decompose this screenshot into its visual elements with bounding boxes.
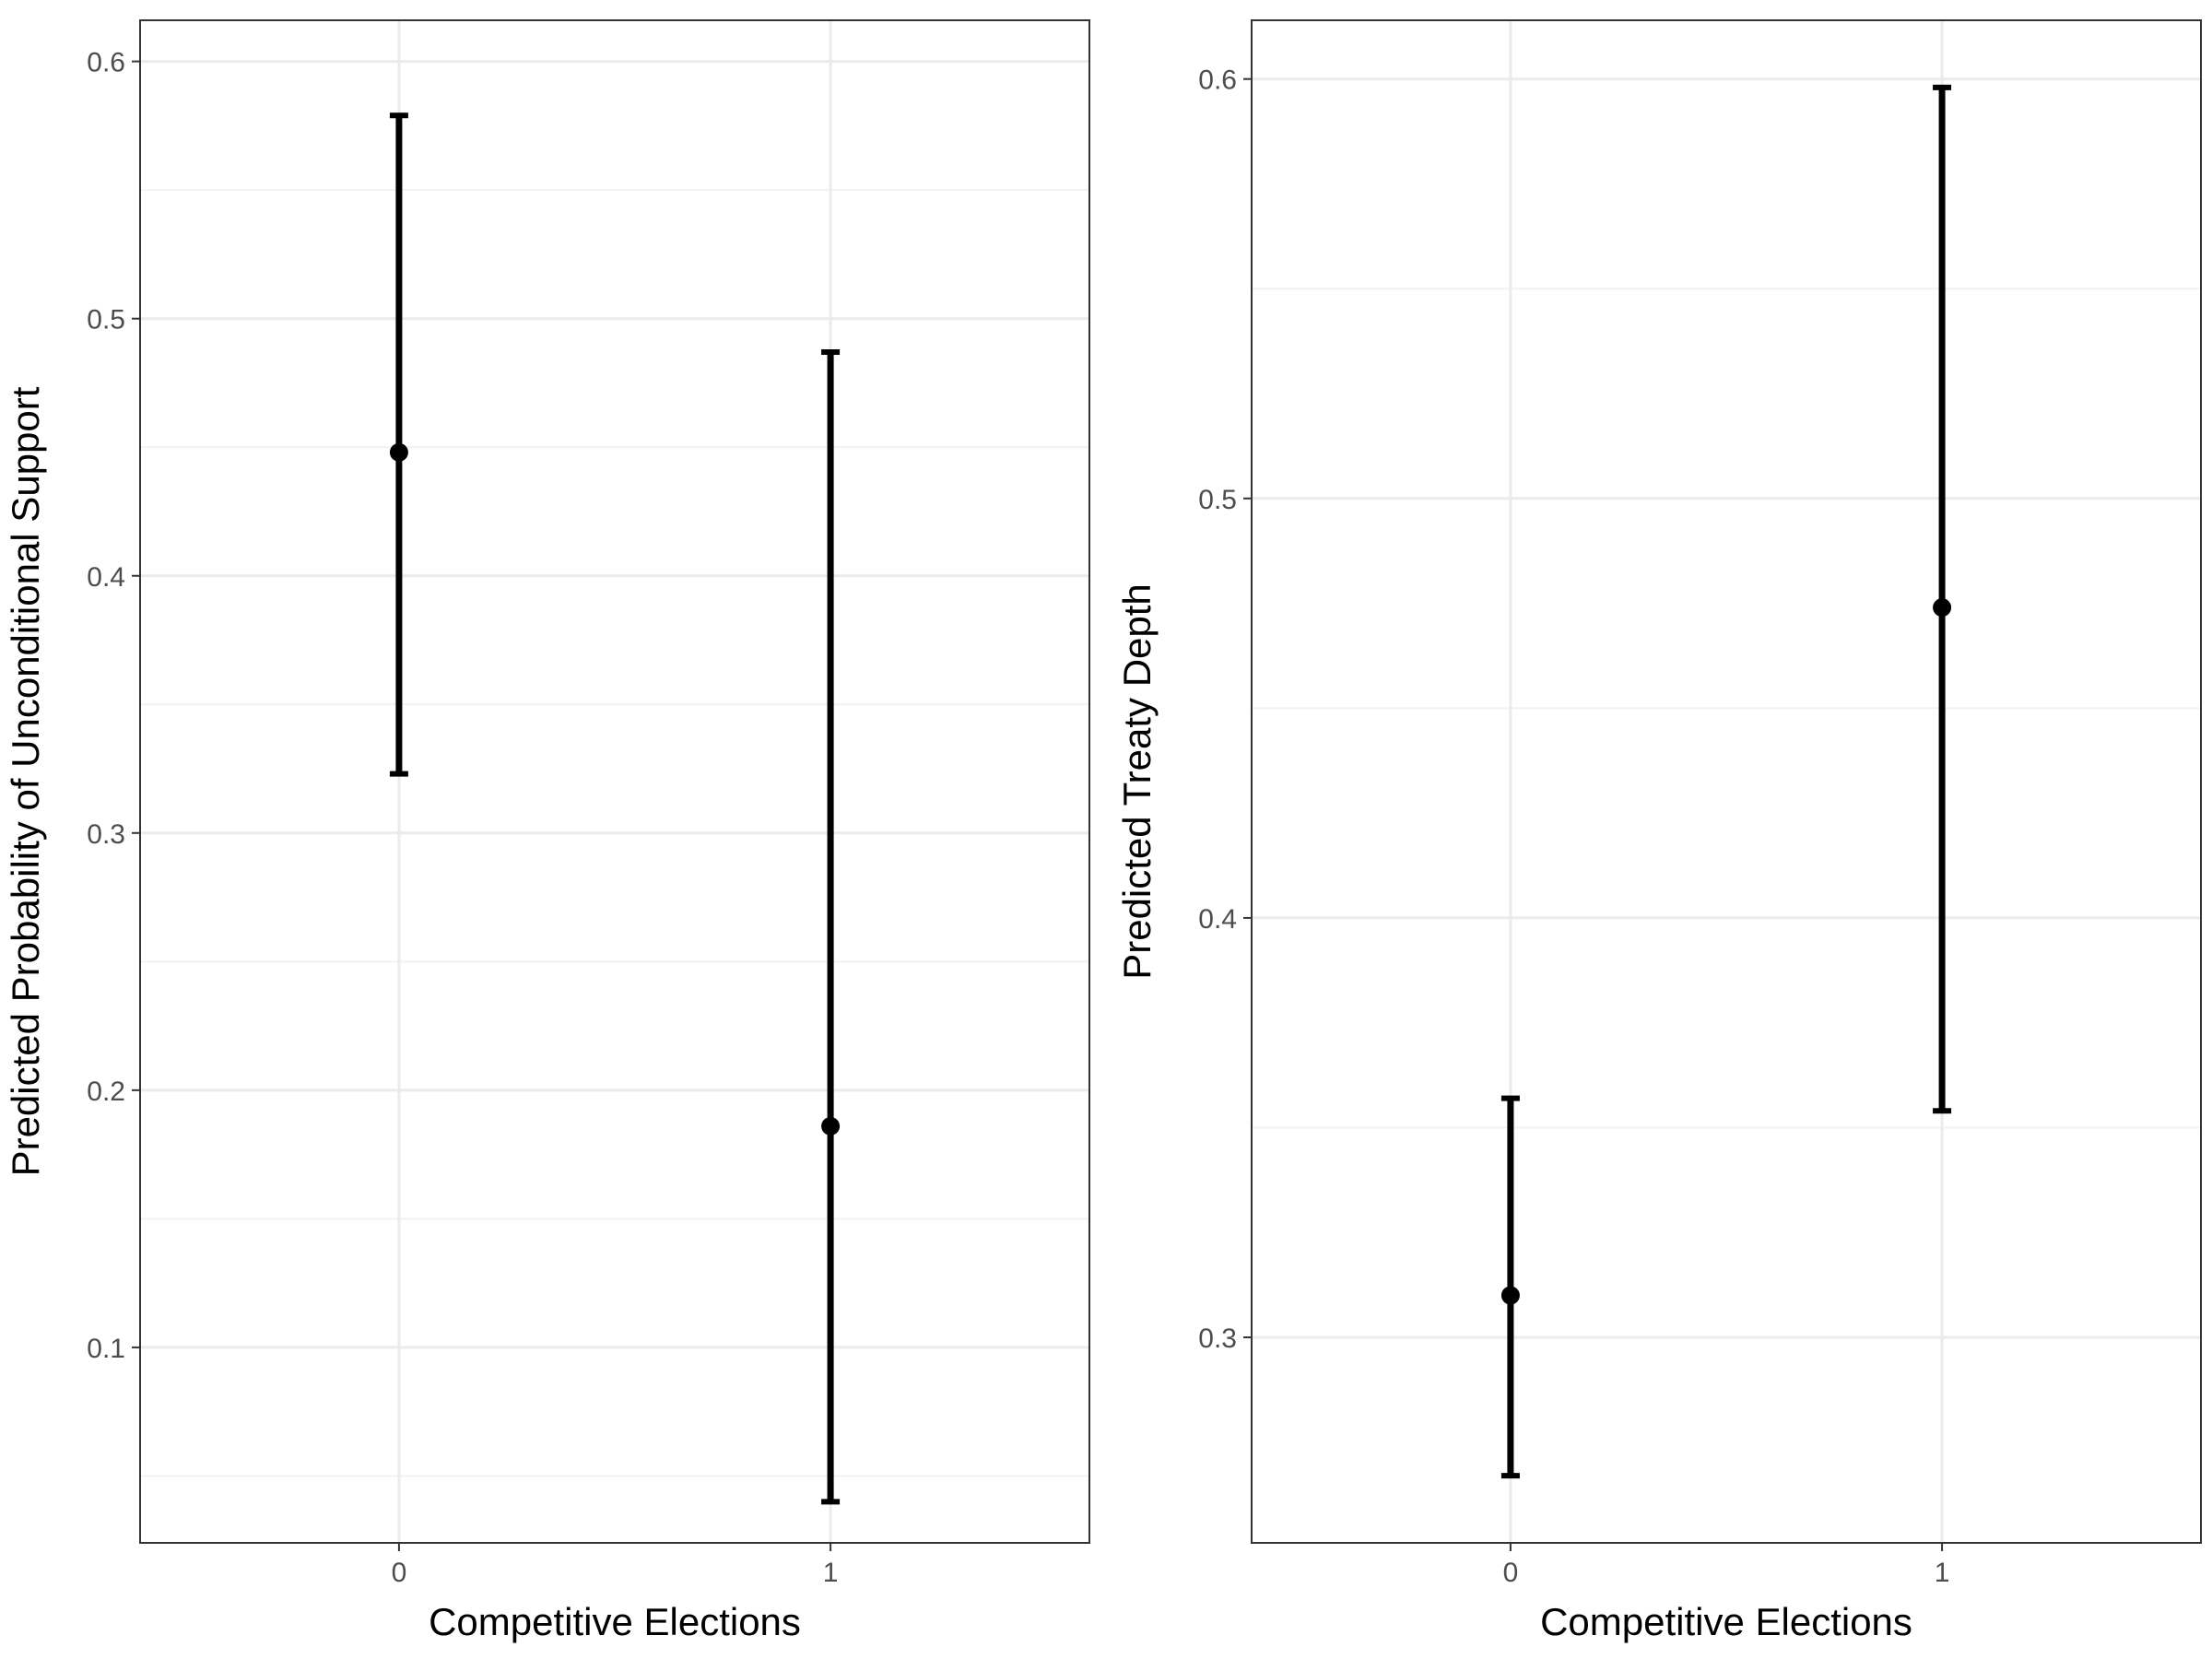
x-tick-label: 0 [1503,1558,1519,1588]
data-point [1500,1286,1520,1305]
y-tick-label: 0.6 [1198,65,1237,96]
x-axis-title: Competitive Elections [1540,1600,1912,1643]
y-tick-label: 0.5 [87,305,125,335]
x-tick-label: 1 [823,1558,839,1588]
data-point [821,1116,841,1135]
minor-gridlines [140,189,1089,1477]
x-axis-title: Competitive Elections [429,1600,801,1643]
y-tick-label: 0.5 [1198,485,1237,515]
data-marks [1500,84,1952,1479]
y-axis-title: Predicted Treaty Depth [1115,583,1159,980]
y-tick-label: 0.6 [87,48,125,78]
y-tick-label: 0.3 [1198,1324,1237,1354]
y-axis-title: Predicted Probability of Unconditional S… [4,386,47,1176]
x-tick-label: 1 [1935,1558,1950,1588]
data-point [1933,598,1952,618]
y-tick-label: 0.3 [87,819,125,850]
y-tick-label: 0.2 [87,1077,125,1107]
data-marks [389,112,841,1505]
y-tick-label: 0.4 [1198,904,1237,935]
y-tick-label: 0.4 [87,562,125,593]
panel-border [1251,19,2202,1544]
data-point [389,442,408,462]
minor-gridlines [1252,288,2201,1129]
y-axis: 0.3 0.4 0.5 0.6 [1198,65,1252,1354]
y-tick-label: 0.1 [87,1334,125,1364]
y-axis: 0.1 0.2 0.3 0.4 0.5 0.6 [87,48,140,1364]
panel-border [139,19,1090,1544]
x-tick-label: 0 [392,1558,407,1588]
